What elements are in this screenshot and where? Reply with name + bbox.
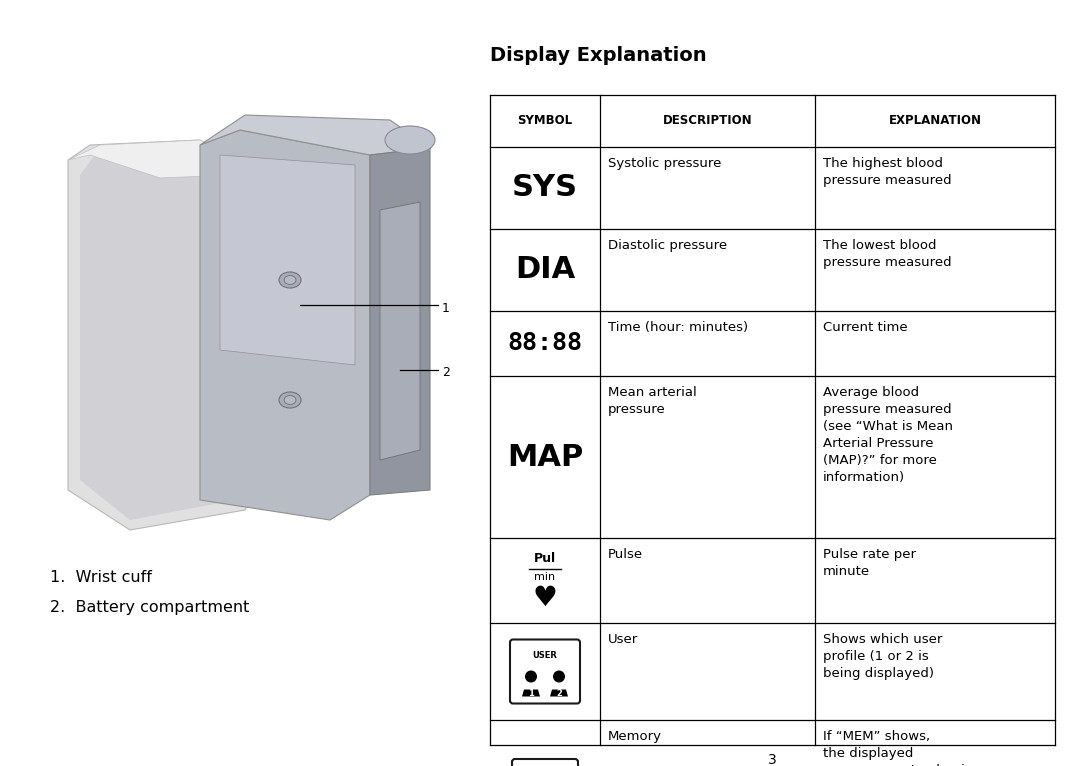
Text: USER: USER [532,650,557,660]
Text: Diastolic pressure: Diastolic pressure [608,239,727,252]
Text: DIA: DIA [515,256,576,284]
Polygon shape [370,148,430,495]
Text: Time (hour: minutes): Time (hour: minutes) [608,321,748,334]
Text: 3: 3 [768,753,777,766]
Polygon shape [380,202,420,460]
Ellipse shape [279,392,301,408]
Text: Systolic pressure: Systolic pressure [608,157,721,170]
Polygon shape [68,140,260,530]
Text: Shows which user
profile (1 or 2 is
being displayed): Shows which user profile (1 or 2 is bein… [823,633,943,680]
Text: 2: 2 [556,689,562,699]
Text: The highest blood
pressure measured: The highest blood pressure measured [823,157,951,187]
Ellipse shape [284,395,296,404]
Text: Mean arterial
pressure: Mean arterial pressure [608,386,697,416]
Text: Pul: Pul [534,552,556,565]
Text: ♥: ♥ [532,584,557,613]
Text: min: min [535,571,555,581]
Text: DESCRIPTION: DESCRIPTION [663,114,753,127]
Ellipse shape [279,272,301,288]
Ellipse shape [553,670,565,683]
Polygon shape [200,130,370,520]
Text: Pulse: Pulse [608,548,643,561]
Text: 2: 2 [442,366,450,379]
Text: Current time: Current time [823,321,907,334]
Text: MAP: MAP [507,443,583,472]
Text: Display Explanation: Display Explanation [490,46,706,65]
Text: Pulse rate per
minute: Pulse rate per minute [823,548,916,578]
Text: 88:88: 88:88 [508,332,582,355]
Polygon shape [550,689,568,696]
Text: SYS: SYS [512,174,578,202]
Text: 2.  Battery compartment: 2. Battery compartment [50,600,249,615]
Ellipse shape [384,126,435,154]
Text: EXPLANATION: EXPLANATION [889,114,982,127]
Polygon shape [220,155,355,365]
Polygon shape [68,140,245,178]
Ellipse shape [284,276,296,284]
Text: Memory: Memory [608,730,662,743]
Text: Average blood
pressure measured
(see “What is Mean
Arterial Pressure
(MAP)?” for: Average blood pressure measured (see “Wh… [823,386,953,484]
Polygon shape [200,115,430,155]
Text: User: User [608,633,638,646]
Text: 1: 1 [528,689,534,699]
Text: 1.  Wrist cuff: 1. Wrist cuff [50,570,152,585]
Text: If “MEM” shows,
the displayed
measurement value is
from the memory and
not neces: If “MEM” shows, the displayed measuremen… [823,730,972,766]
Text: The lowest blood
pressure measured: The lowest blood pressure measured [823,239,951,269]
Text: 1: 1 [442,302,450,315]
Text: SYMBOL: SYMBOL [517,114,572,127]
Polygon shape [522,689,540,696]
Polygon shape [80,152,245,520]
FancyBboxPatch shape [510,640,580,703]
Ellipse shape [525,670,537,683]
FancyBboxPatch shape [512,759,578,766]
